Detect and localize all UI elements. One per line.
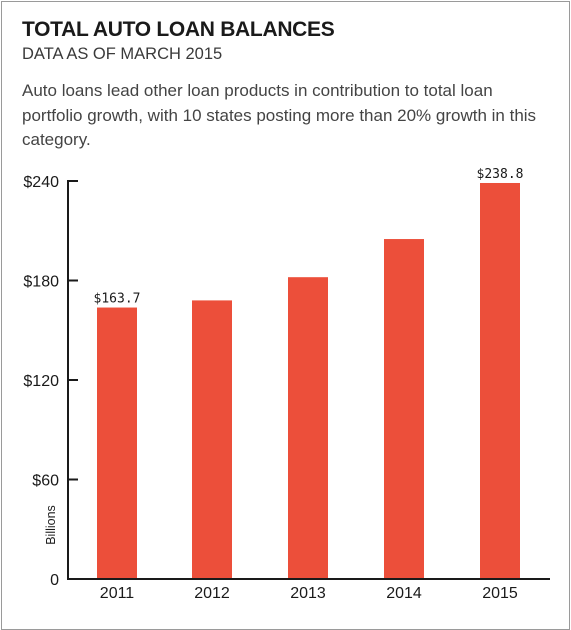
y-tick-label: 0 [50, 572, 59, 589]
y-tick-label: $180 [23, 274, 59, 291]
bar [480, 182, 520, 580]
bar [97, 307, 137, 579]
bar [192, 300, 232, 579]
x-tick-label: 2013 [290, 585, 326, 602]
x-tick-label: 2014 [386, 585, 422, 602]
bar [384, 239, 424, 579]
x-tick-label: 2015 [482, 585, 518, 602]
chart-description: Auto loans lead other loan products in c… [22, 81, 537, 149]
chart-title: TOTAL AUTO LOAN BALANCES [22, 18, 335, 41]
data-label: $238.8 [477, 167, 524, 182]
x-tick-label: 2011 [100, 585, 135, 602]
y-axis-label: Billions [44, 505, 58, 545]
y-tick-label: $120 [23, 373, 59, 390]
y-tick-label: $240 [23, 174, 59, 191]
bar [288, 277, 328, 579]
y-tick-label: $60 [32, 473, 59, 490]
data-label: $163.7 [94, 292, 141, 307]
chart-subtitle: DATA AS OF MARCH 2015 [22, 45, 223, 63]
x-tick-label: 2012 [194, 585, 230, 602]
